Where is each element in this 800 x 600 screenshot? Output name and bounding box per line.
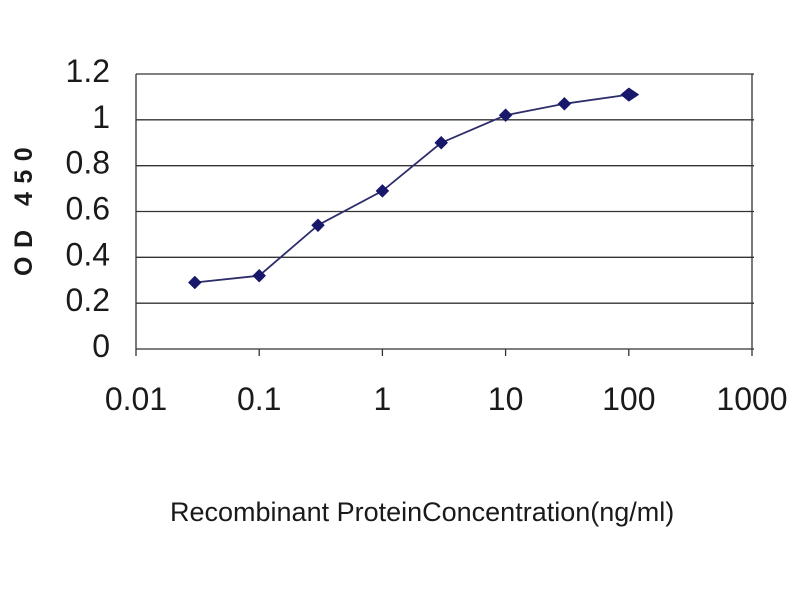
svg-text:0.8: 0.8 bbox=[66, 145, 110, 181]
svg-text:0.1: 0.1 bbox=[237, 381, 281, 417]
svg-text:1000: 1000 bbox=[716, 381, 787, 417]
svg-text:0: 0 bbox=[92, 328, 110, 364]
svg-text:1: 1 bbox=[374, 381, 392, 417]
svg-text:1: 1 bbox=[92, 99, 110, 135]
svg-text:100: 100 bbox=[602, 381, 655, 417]
svg-text:0.4: 0.4 bbox=[66, 236, 110, 272]
svg-text:10: 10 bbox=[488, 381, 524, 417]
svg-text:0.01: 0.01 bbox=[105, 381, 167, 417]
svg-text:1.2: 1.2 bbox=[66, 53, 110, 89]
svg-text:0.2: 0.2 bbox=[66, 282, 110, 318]
svg-text:0.6: 0.6 bbox=[66, 191, 110, 227]
